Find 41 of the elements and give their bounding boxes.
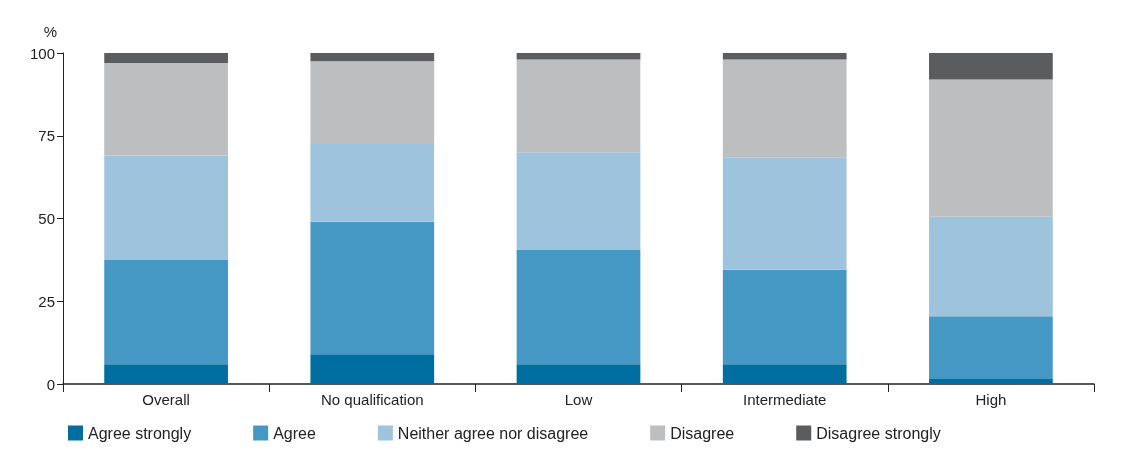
y-tick-label: 25 (38, 292, 55, 310)
legend-label: Disagree strongly (816, 424, 941, 442)
bar (929, 316, 1053, 380)
bar (722, 53, 847, 60)
y-tick-label: 0 (46, 375, 55, 393)
x-tick-label: Low (564, 391, 593, 408)
bar (516, 152, 641, 250)
legend-label: Agree (273, 424, 316, 442)
bar (722, 59, 847, 158)
x-tick-label: High (975, 391, 1007, 408)
bar (722, 364, 847, 384)
bar (310, 144, 435, 222)
bar (310, 221, 435, 355)
bar (104, 155, 228, 260)
bar (310, 354, 435, 384)
x-tick-label: No qualification (321, 391, 424, 408)
bar (310, 61, 435, 145)
x-tick-label: Intermediate (743, 391, 827, 408)
bar (104, 259, 228, 365)
bar (516, 249, 641, 365)
bar (104, 364, 228, 384)
bar (516, 53, 641, 60)
bar (516, 59, 641, 153)
bar (929, 216, 1053, 317)
bar (929, 379, 1053, 384)
bar (929, 53, 1053, 80)
legend-label: Disagree (670, 424, 735, 442)
bar (104, 53, 228, 63)
bar (104, 62, 228, 156)
x-tick-label: Overall (142, 391, 190, 408)
y-tick-label: 50 (38, 210, 55, 227)
y-tick-label: 75 (38, 127, 55, 145)
bar (722, 269, 847, 365)
y-tick-label: 100 (29, 44, 55, 62)
legend-label: Neither agree nor disagree (397, 424, 589, 442)
bar (929, 79, 1053, 217)
bar (516, 364, 641, 384)
bar (722, 157, 847, 270)
legend-label: Agree strongly (88, 424, 192, 442)
y-axis-title: % (43, 23, 57, 40)
bar (310, 53, 435, 62)
